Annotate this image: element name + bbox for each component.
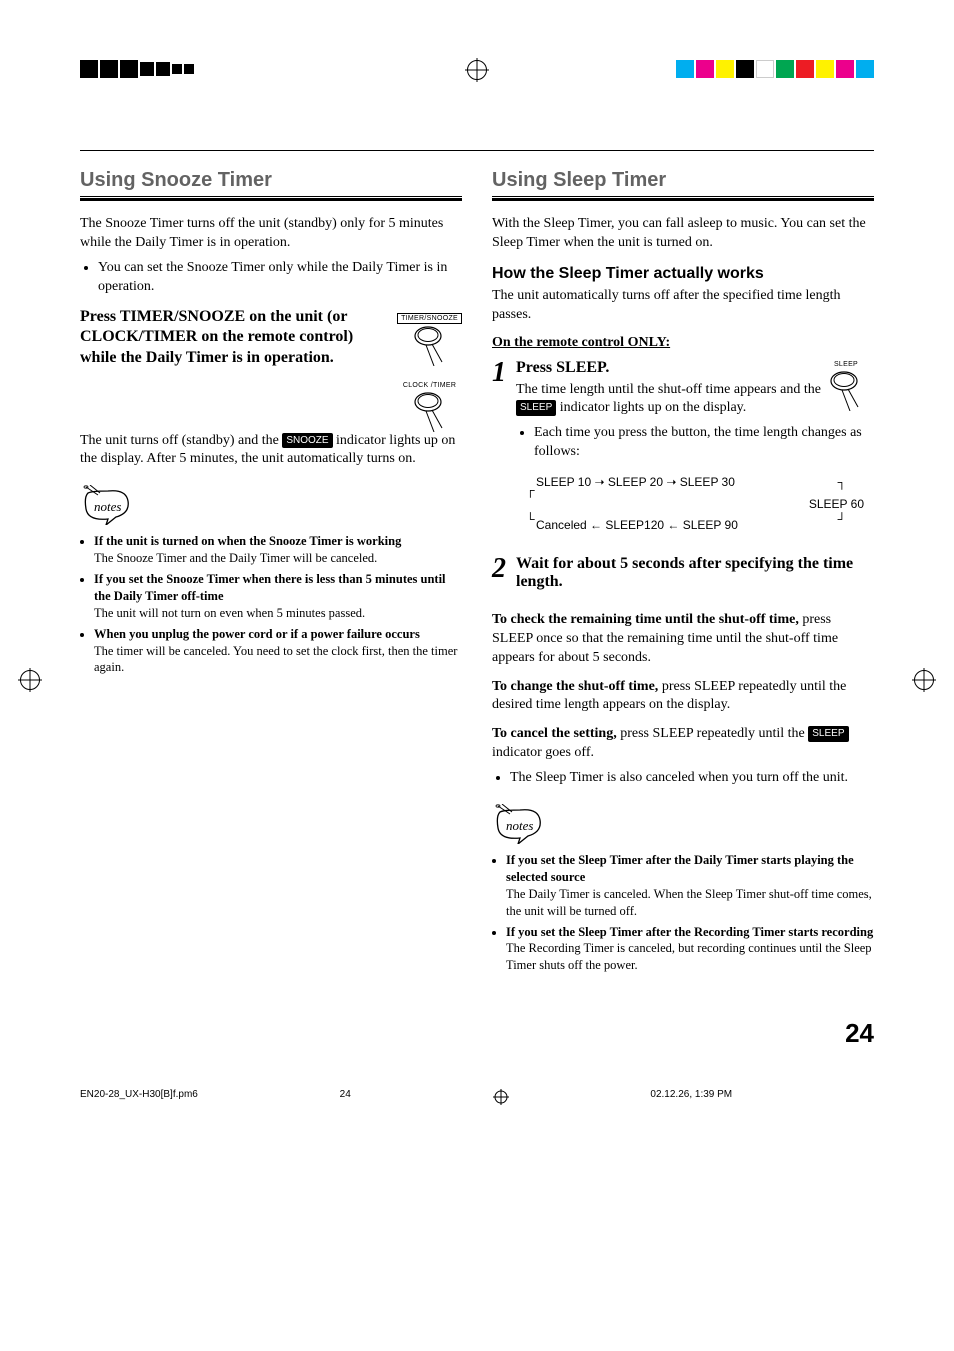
sleep-heading: Using Sleep Timer	[492, 169, 874, 192]
flow-line-3: Canceled ← SLEEP120 ← SLEEP 90	[536, 518, 738, 532]
sleep-pill: SLEEP	[516, 400, 556, 416]
notes-icon: notes	[80, 485, 462, 525]
step-num-2: 2	[492, 555, 506, 583]
cancel-setting: To cancel the setting, press SLEEP repea…	[492, 725, 874, 763]
sleep-pill-2: SLEEP	[808, 726, 848, 742]
check-remaining: To check the remaining time until the sh…	[492, 611, 874, 668]
svg-text:notes: notes	[94, 499, 121, 514]
right-column: Using Sleep Timer With the Sleep Timer, …	[492, 169, 874, 978]
footer-file: EN20-28_UX-H30[B]f.pm6	[80, 1089, 198, 1108]
sleep-notes: If you set the Sleep Timer after the Dai…	[492, 852, 874, 974]
timer-snooze-button-illus: TIMER/SNOOZE CLOCK /TIMER	[397, 307, 462, 432]
heading-underline	[80, 196, 462, 201]
step1-title: Press SLEEP.	[516, 359, 864, 377]
step-num-1: 1	[492, 359, 506, 387]
button-icon	[412, 392, 448, 432]
btn-label-sleep: SLEEP	[831, 360, 861, 369]
snooze-heading: Using Snooze Timer	[80, 169, 462, 192]
change-time: To change the shut-off time, press SLEEP…	[492, 678, 874, 716]
sleep-sub-body: The unit automatically turns off after t…	[492, 287, 874, 325]
notes-icon: notes	[492, 804, 874, 844]
step2-title: Wait for about 5 seconds after specifyin…	[516, 555, 874, 591]
page-number: 24	[80, 1018, 874, 1049]
note-item: If you set the Sleep Timer after the Rec…	[506, 924, 874, 975]
sleep-flow: ┌ SLEEP 10 ➝ SLEEP 20 ➝ SLEEP 30┐ SLEEP …	[536, 472, 864, 537]
note-item: If the unit is turned on when the Snooze…	[94, 533, 462, 567]
cancel-bullet: The Sleep Timer is also canceled when yo…	[510, 769, 874, 788]
svg-text:notes: notes	[506, 818, 533, 833]
left-column: Using Snooze Timer The Snooze Timer turn…	[80, 169, 462, 978]
btn-label-clock-timer: CLOCK /TIMER	[400, 381, 459, 390]
step1-body: The time length until the shut-off time …	[516, 381, 864, 419]
cancel-desc-1: press SLEEP repeatedly until the	[617, 726, 809, 741]
footer-date: 02.12.26, 1:39 PM	[650, 1089, 732, 1108]
sleep-intro: With the Sleep Timer, you can fall aslee…	[492, 215, 874, 253]
sleep-subhead: How the Sleep Timer actually works	[492, 265, 874, 283]
step1-bullet-list: Each time you press the button, the time…	[516, 424, 864, 462]
flow-line-2: SLEEP 60	[809, 497, 864, 511]
note-item: When you unplug the power cord or if a p…	[94, 626, 462, 677]
snooze-intro-list: You can set the Snooze Timer only while …	[80, 259, 462, 297]
top-rule	[80, 150, 874, 151]
cancel-bullet-list: The Sleep Timer is also canceled when yo…	[492, 769, 874, 788]
footer: EN20-28_UX-H30[B]f.pm6 24 02.12.26, 1:39…	[0, 1089, 954, 1138]
note-item: If you set the Sleep Timer after the Dai…	[506, 852, 874, 920]
change-bold: To change the shut-off time,	[492, 679, 658, 694]
btn-label-timer-snooze: TIMER/SNOOZE	[397, 313, 462, 324]
button-icon	[412, 326, 448, 366]
heading-underline	[492, 196, 874, 201]
snooze-intro-bullet: You can set the Snooze Timer only while …	[98, 259, 462, 297]
flow-line-1: SLEEP 10 ➝ SLEEP 20 ➝ SLEEP 30	[536, 475, 735, 489]
remote-only: On the remote control ONLY:	[492, 335, 874, 351]
snooze-after: The unit turns off (standby) and the SNO…	[80, 432, 462, 470]
snooze-intro: The Snooze Timer turns off the unit (sta…	[80, 215, 462, 253]
sleep-button-illus: SLEEP	[828, 353, 864, 411]
after-text-1: The unit turns off (standby) and the	[80, 433, 279, 448]
note-item: If you set the Snooze Timer when there i…	[94, 571, 462, 622]
cancel-bold: To cancel the setting,	[492, 726, 617, 741]
cancel-desc-2: indicator goes off.	[492, 745, 594, 760]
step1-body-2: indicator lights up on the display.	[556, 400, 746, 415]
check-bold: To check the remaining time until the sh…	[492, 612, 799, 627]
button-icon	[828, 371, 864, 411]
snooze-pill: SNOOZE	[282, 433, 332, 449]
step-2: 2 Wait for about 5 seconds after specify…	[492, 555, 874, 595]
footer-page: 24	[340, 1089, 351, 1108]
step-1: 1 SLEEP Press SLEEP. The time length u	[492, 359, 874, 547]
step1-body-1: The time length until the shut-off time …	[516, 382, 821, 397]
snooze-notes: If the unit is turned on when the Snooze…	[80, 533, 462, 676]
registration-mark-bottom	[493, 1089, 509, 1108]
step1-bullet: Each time you press the button, the time…	[534, 424, 864, 462]
